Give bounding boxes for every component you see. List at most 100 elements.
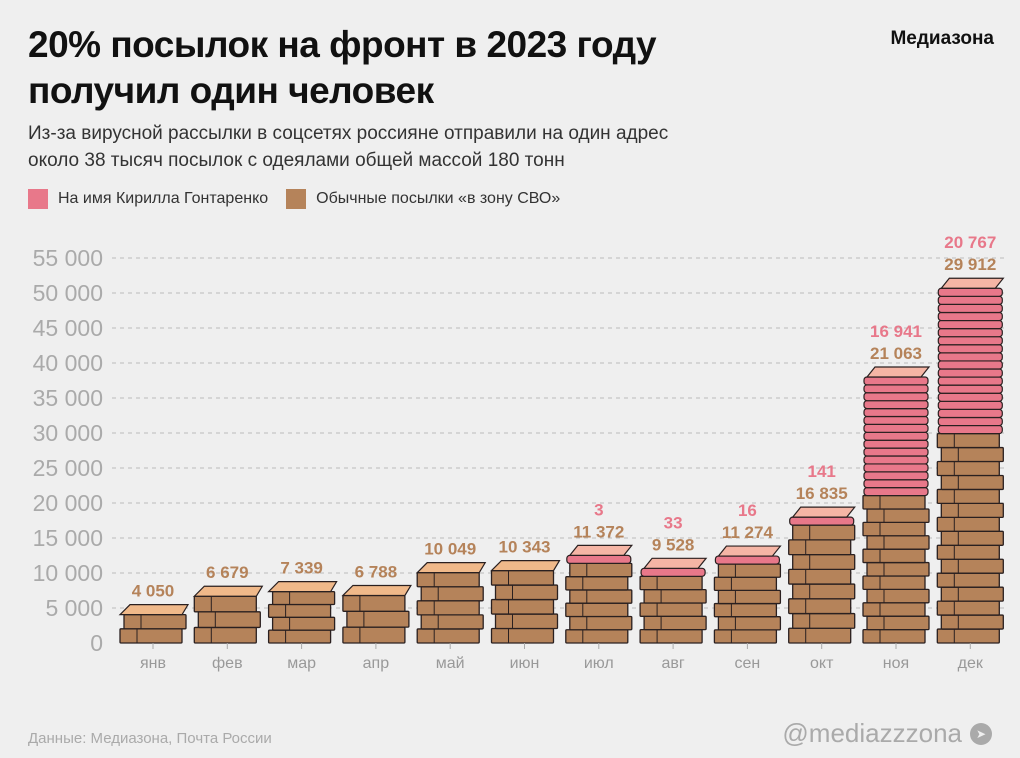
blanket <box>863 423 929 433</box>
data-label-regular: 11 372 <box>573 522 624 541</box>
parcel-box <box>271 616 336 631</box>
blanket-top <box>940 277 1005 289</box>
parcel-box <box>936 488 1000 505</box>
blanket <box>937 336 1003 346</box>
parcel-box <box>936 600 1000 616</box>
parcel-box <box>717 589 782 605</box>
y-tick-label: 55 000 <box>33 245 103 271</box>
parcel-box <box>936 628 1000 644</box>
data-label-gontarenko: 16 941 <box>870 322 922 341</box>
data-label-regular: 10 049 <box>424 540 476 559</box>
x-tick-label: июл <box>584 655 614 672</box>
box-top <box>118 604 190 616</box>
legend-label: Обычные посылки «в зону СВО» <box>316 190 561 207</box>
parcel-box <box>713 576 778 592</box>
parcel-box <box>639 602 703 617</box>
y-tick-label: 45 000 <box>33 315 103 341</box>
handle-text: @mediazzzona <box>782 718 962 748</box>
parcel-box <box>940 558 1004 574</box>
parcel-box <box>862 494 926 510</box>
parcel-box <box>936 432 1000 449</box>
parcel-box <box>342 626 406 644</box>
y-tick-label: 0 <box>90 630 103 656</box>
legend-label: На имя Кирилла Гонтаренко <box>58 190 269 207</box>
bar-июл <box>565 544 634 644</box>
parcel-box <box>717 563 782 578</box>
blanket <box>863 439 929 449</box>
data-label-regular: 7 339 <box>280 559 323 578</box>
data-label-regular: 29 912 <box>944 255 996 274</box>
parcel-box <box>197 611 261 629</box>
bar-янв <box>118 604 190 644</box>
parcel-box <box>643 588 707 604</box>
parcel-box <box>193 626 257 644</box>
parcel-box <box>565 576 629 591</box>
source-note: Данные: Медиазона, Почта России <box>28 730 272 747</box>
data-label-regular: 11 274 <box>722 523 774 542</box>
parcel-box <box>940 502 1004 519</box>
y-tick-label: 20 000 <box>33 490 103 516</box>
y-tick-label: 15 000 <box>33 525 103 551</box>
data-label-regular: 21 063 <box>870 344 922 363</box>
y-tick-label: 25 000 <box>33 455 103 481</box>
social-handle[interactable]: @mediazzzona ➤ <box>782 718 992 749</box>
y-tick-label: 5 000 <box>45 595 103 621</box>
parcel-box <box>792 612 856 629</box>
parcel-box <box>342 594 406 612</box>
blanket <box>937 328 1003 338</box>
blanket <box>937 344 1003 354</box>
data-label-regular: 6 788 <box>355 562 398 581</box>
parcel-box <box>416 628 480 644</box>
data-label-gontarenko: 20 767 <box>944 233 996 252</box>
legend-swatch <box>28 189 48 209</box>
blanket <box>863 487 929 497</box>
data-label-gontarenko: 141 <box>808 462 836 481</box>
blanket <box>863 392 929 402</box>
parcel-box <box>862 521 926 537</box>
bar-дек <box>936 277 1005 644</box>
chart-title: 20% посылок на фронт в 2023 году получил… <box>28 22 657 114</box>
blanket <box>863 407 929 418</box>
blanket <box>863 455 929 465</box>
blanket <box>640 567 706 577</box>
blanket <box>937 416 1003 427</box>
data-label-regular: 4 050 <box>132 582 175 601</box>
blanket-top <box>642 557 708 569</box>
blanket-top <box>717 545 782 557</box>
data-label-regular: 6 679 <box>206 563 249 582</box>
bar-ноя <box>862 366 931 644</box>
parcel-box <box>639 629 703 644</box>
parcel-box <box>866 561 930 577</box>
y-tick-label: 50 000 <box>33 280 103 306</box>
blanket <box>937 392 1003 402</box>
bar-фев <box>192 585 264 644</box>
y-tick-label: 40 000 <box>33 350 103 376</box>
legend-item-regular: Обычные посылки «в зону СВО» <box>286 189 560 209</box>
box-top <box>192 585 264 597</box>
parcel-box <box>267 603 332 618</box>
parcel-box <box>862 628 926 644</box>
box-top <box>415 562 487 574</box>
brand-logo: Медиазона <box>890 28 994 49</box>
x-tick-label: янв <box>140 655 166 672</box>
parcel-box <box>788 568 852 585</box>
blanket <box>937 287 1003 297</box>
data-label-regular: 10 343 <box>499 538 551 557</box>
x-tick-label: окт <box>810 655 834 672</box>
box-top <box>267 581 338 593</box>
parcel-box <box>271 590 336 606</box>
blanket <box>789 516 855 526</box>
parcel-box <box>494 613 559 630</box>
parcel-box <box>862 575 926 591</box>
parcel-box <box>940 474 1004 491</box>
y-tick-label: 30 000 <box>33 420 103 446</box>
parcel-box <box>490 598 555 615</box>
blanket <box>863 415 929 426</box>
parcel-box <box>119 628 183 644</box>
parcel-box <box>565 602 629 618</box>
blanket <box>937 400 1003 410</box>
parcel-box <box>866 535 930 550</box>
parcel-box <box>713 629 778 644</box>
